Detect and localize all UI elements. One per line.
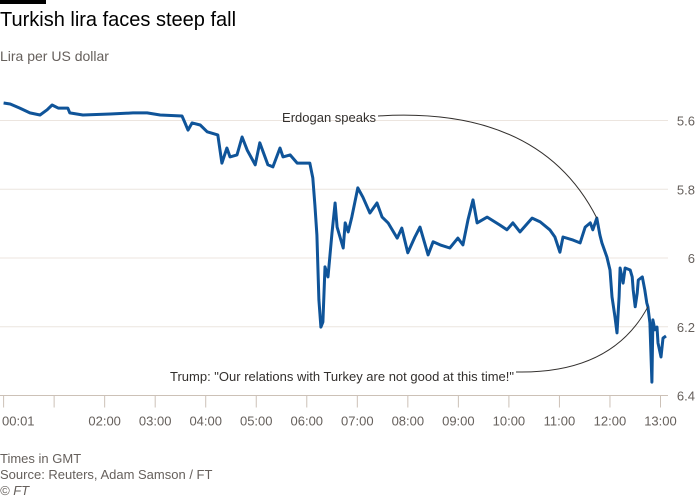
trump-connector [515, 306, 649, 373]
y-tick-label: 6 [688, 251, 695, 266]
x-tick-label: 09:00 [442, 414, 475, 429]
chart-subtitle: Lira per US dollar [0, 48, 109, 64]
x-tick-label: 02:00 [88, 414, 121, 429]
x-tick-label: 12:00 [594, 414, 627, 429]
y-tick-label: 5.8 [677, 182, 695, 197]
chart-title: Turkish lira faces steep fall [0, 9, 237, 31]
x-tick-label: 04:00 [189, 414, 222, 429]
source-note: Source: Reuters, Adam Samson / FT [0, 467, 213, 482]
x-tick-label: 06:00 [291, 414, 324, 429]
lira-series-line [3, 101, 667, 384]
x-tick-label: 08:00 [392, 414, 425, 429]
y-tick-label: 5.6 [677, 114, 695, 129]
x-tick-label: 10:00 [493, 414, 526, 429]
y-tick-label: 6.2 [677, 320, 695, 335]
line-chart: 5.6 5.8 6 6.2 6.4 00:01 02:00 03:00 04:00 05:00 06… [0, 101, 695, 429]
copyright: © FT [0, 483, 30, 498]
trump-annotation: Trump: "Our relations with Turkey are no… [170, 369, 514, 384]
erdogan-connector [377, 114, 598, 219]
x-tick-label: 11:00 [544, 414, 576, 429]
x-tick-label: 03:00 [139, 414, 172, 429]
x-tick-label: 07:00 [341, 414, 374, 429]
time-note: Times in GMT [0, 451, 82, 466]
x-tick-label: 13:00 [644, 414, 677, 429]
y-tick-label: 6.4 [677, 389, 695, 404]
x-tick-label: 05:00 [240, 414, 273, 429]
x-tick-label: 00:01 [2, 414, 35, 429]
erdogan-annotation: Erdogan speaks [282, 110, 376, 125]
brand-bar [0, 0, 46, 4]
